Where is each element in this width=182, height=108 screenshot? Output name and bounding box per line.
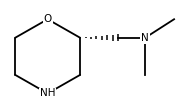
Text: N: N bbox=[141, 33, 149, 43]
Text: NH: NH bbox=[40, 88, 55, 98]
Text: O: O bbox=[43, 14, 52, 24]
